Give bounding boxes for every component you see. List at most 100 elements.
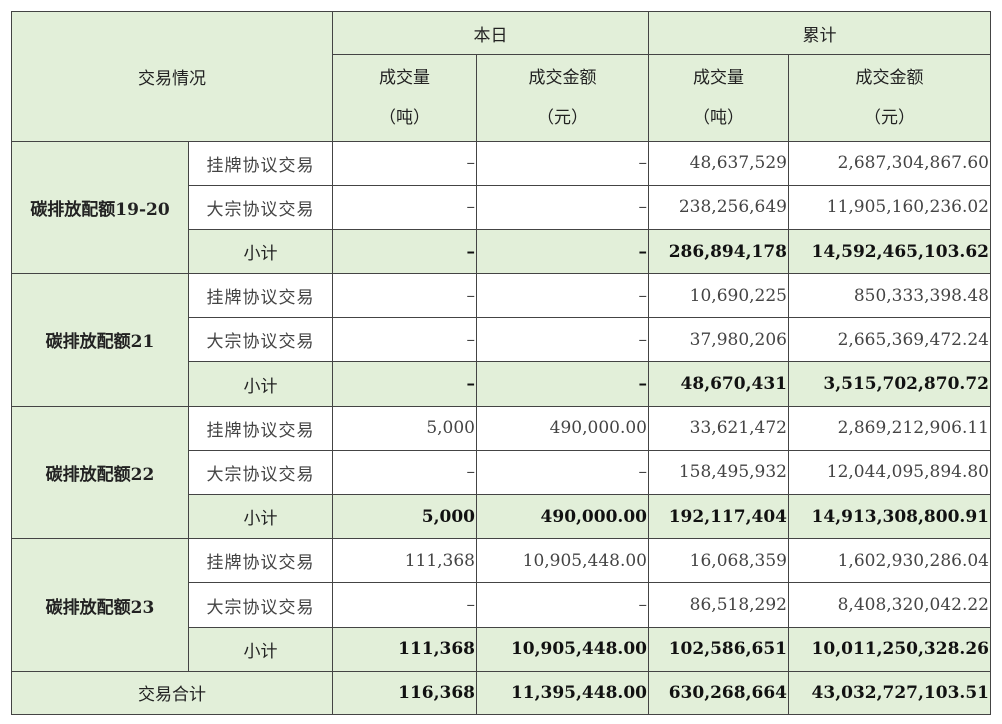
- cumulative-amount-header: 成交金额 （元）: [788, 54, 991, 142]
- cumulative-volume-cell: 286,894,178: [648, 228, 789, 275]
- cumulative-volume-cell: 48,670,431: [648, 361, 789, 407]
- today-amount-cell: –: [476, 582, 649, 628]
- today-volume-cell: –: [332, 140, 477, 186]
- cumulative-volume-cell: 48,637,529: [648, 140, 789, 186]
- total-cumulative-amount: 43,032,727,103.51: [788, 670, 991, 716]
- today-volume-cell: 111,368: [332, 538, 477, 584]
- volume-unit: （吨）: [379, 107, 430, 128]
- cumulative-volume-cell: 10,690,225: [648, 273, 789, 319]
- trade-type-label: 挂牌协议交易: [188, 405, 333, 451]
- amount-unit: （元）: [537, 107, 588, 128]
- today-amount-cell: –: [476, 140, 649, 186]
- subtotal-row: 小计 5,000 490,000.00 192,117,404 14,913,308,8…: [12, 494, 991, 540]
- trade-type-label: 大宗协议交易: [188, 449, 333, 496]
- today-amount-cell: 10,905,448.00: [476, 538, 649, 584]
- today-volume-cell: 5,000: [332, 405, 477, 451]
- cumulative-amount-cell: 12,044,095,894.80: [788, 449, 991, 496]
- grand-total-row: 交易合计 116,368 11,395,448.00 630,268,664 43,03…: [11, 670, 991, 716]
- subtotal-row: 小计 – –48,670,431 3,515,702,870.72: [12, 361, 991, 407]
- today-amount-cell: 10,905,448.00: [476, 626, 649, 672]
- today-volume-cell: 111,368: [332, 626, 477, 672]
- today-amount-header: 成交金额 （元）: [476, 54, 649, 142]
- cumulative-volume-cell: 238,256,649: [648, 184, 789, 230]
- today-volume-cell: –: [332, 184, 477, 230]
- today-amount-cell: 490,000.00: [476, 405, 649, 451]
- table-row: 碳排放配额23 挂牌协议交易 111,368 10,905,448.00 16,068,…: [11, 538, 991, 672]
- volume-label: 成交量: [379, 67, 430, 88]
- subtotal-label: 小计: [188, 494, 333, 540]
- today-amount-cell: –: [476, 317, 649, 363]
- cumulative-amount-cell: 2,869,212,906.11: [788, 405, 991, 451]
- trade-type-label: 大宗协议交易: [188, 184, 333, 230]
- today-volume-cell: –: [332, 582, 477, 628]
- amount-unit: （元）: [864, 107, 915, 128]
- table-row: 碳排放配额22 挂牌协议交易 5,000 490,000.00 33,621,472 2,…: [11, 405, 991, 540]
- cumulative-amount-cell: 2,665,369,472.24: [788, 317, 991, 363]
- volume-label: 成交量: [693, 67, 744, 88]
- subtotal-row: 小计 111,368 10,905,448.00 102,586,651 10,011,…: [12, 626, 991, 672]
- trade-type-label: 大宗协议交易: [188, 582, 333, 628]
- table-row: 碳排放配额19-20 挂牌协议交易 – –48,637,529 2,687,304,86…: [11, 140, 991, 275]
- table-row: 大宗协议交易 – –86,518,292 8,408,320,042.22: [12, 582, 991, 628]
- subtotal-row: 小计 – –286,894,178 14,592,465,103.62: [12, 228, 991, 275]
- cumulative-volume-cell: 86,518,292: [648, 582, 789, 628]
- cumulative-amount-cell: 3,515,702,870.72: [788, 361, 991, 407]
- cumulative-amount-cell: 14,913,308,800.91: [788, 494, 991, 540]
- total-cumulative-volume: 630,268,664: [648, 670, 789, 716]
- cumulative-amount-cell: 1,602,930,286.04: [788, 538, 991, 584]
- header-row-sub: 成交量 （吨） 成交金额 （元） 成交量 （吨） 成交金额 （元）: [12, 54, 991, 142]
- grand-total-label: 交易合计: [11, 670, 333, 716]
- amount-label: 成交金额: [855, 67, 924, 88]
- subtotal-label: 小计: [188, 626, 333, 672]
- cumulative-volume-cell: 16,068,359: [648, 538, 789, 584]
- cumulative-volume-cell: 102,586,651: [648, 626, 789, 672]
- cumulative-amount-cell: 10,011,250,328.26: [788, 626, 991, 672]
- quota-group-name: 碳排放配额19-20: [11, 140, 189, 275]
- today-amount-cell: 490,000.00: [476, 494, 649, 540]
- table-row: 大宗协议交易 – –238,256,649 11,905,160,236.02: [12, 184, 991, 230]
- cumulative-amount-cell: 11,905,160,236.02: [788, 184, 991, 230]
- trade-type-label: 挂牌协议交易: [188, 273, 333, 319]
- today-amount-cell: –: [476, 228, 649, 275]
- trading-summary-table: 交易情况 本日 累计 成交量 （吨） 成交金额 （元） 成交量 （吨） 成交金额…: [11, 10, 991, 716]
- table-row: 大宗协议交易 – –37,980,206 2,665,369,472.24: [12, 317, 991, 363]
- subtotal-label: 小计: [188, 228, 333, 275]
- cumulative-volume-cell: 192,117,404: [648, 494, 789, 540]
- total-today-amount: 11,395,448.00: [476, 670, 649, 716]
- today-volume-cell: –: [332, 449, 477, 496]
- cumulative-volume-cell: 37,980,206: [648, 317, 789, 363]
- today-amount-cell: –: [476, 361, 649, 407]
- cumulative-volume-header: 成交量 （吨）: [648, 54, 789, 142]
- today-volume-cell: –: [332, 273, 477, 319]
- quota-group-name: 碳排放配额22: [11, 405, 189, 540]
- today-amount-cell: –: [476, 449, 649, 496]
- cumulative-header: 累计: [648, 10, 991, 56]
- table-row: 大宗协议交易 – –158,495,932 12,044,095,894.80: [12, 449, 991, 496]
- cumulative-volume-cell: 33,621,472: [648, 405, 789, 451]
- trade-situation-header: 交易情况: [11, 11, 333, 142]
- today-volume-cell: 5,000: [332, 494, 477, 540]
- today-volume-cell: –: [332, 361, 477, 407]
- table-row: 碳排放配额21 挂牌协议交易 – –10,690,225 850,333,398.48: [11, 273, 991, 407]
- trade-type-label: 挂牌协议交易: [188, 538, 333, 584]
- quota-group-name: 碳排放配额23: [11, 538, 189, 672]
- today-volume-cell: –: [332, 228, 477, 275]
- cumulative-amount-cell: 2,687,304,867.60: [788, 140, 991, 186]
- cumulative-amount-cell: 850,333,398.48: [788, 273, 991, 319]
- amount-label: 成交金额: [528, 67, 597, 88]
- today-amount-cell: –: [476, 273, 649, 319]
- today-volume-cell: –: [332, 317, 477, 363]
- cumulative-amount-cell: 14,592,465,103.62: [788, 228, 991, 275]
- volume-unit: （吨）: [693, 107, 744, 128]
- cumulative-amount-cell: 8,408,320,042.22: [788, 582, 991, 628]
- subtotal-label: 小计: [188, 361, 333, 407]
- total-today-volume: 116,368: [332, 670, 477, 716]
- today-volume-header: 成交量 （吨）: [332, 54, 477, 142]
- today-amount-cell: –: [476, 184, 649, 230]
- header-row-top: 交易情况 本日 累计: [11, 10, 991, 142]
- trade-type-label: 大宗协议交易: [188, 317, 333, 363]
- today-header: 本日: [332, 10, 649, 56]
- quota-group-name: 碳排放配额21: [11, 273, 189, 407]
- trade-type-label: 挂牌协议交易: [188, 140, 333, 186]
- cumulative-volume-cell: 158,495,932: [648, 449, 789, 496]
